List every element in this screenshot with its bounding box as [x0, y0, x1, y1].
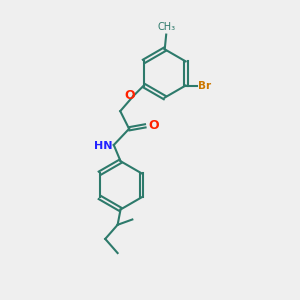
Text: Br: Br — [198, 80, 211, 91]
Text: O: O — [149, 119, 159, 132]
Text: CH₃: CH₃ — [157, 22, 175, 32]
Text: O: O — [124, 89, 135, 102]
Text: HN: HN — [94, 142, 112, 152]
